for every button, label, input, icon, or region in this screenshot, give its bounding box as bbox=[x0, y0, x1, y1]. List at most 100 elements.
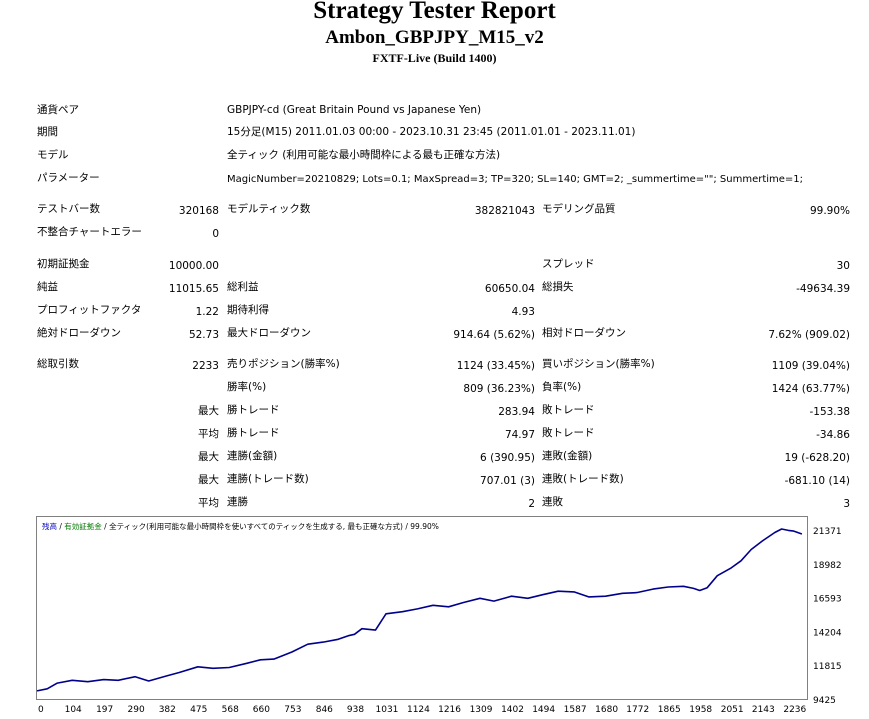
x-tick-label: 104 bbox=[65, 705, 82, 715]
max-loss-value: -153.38 bbox=[809, 406, 850, 418]
symbol-value: GBPJPY-cd (Great Britain Pound vs Japane… bbox=[227, 104, 482, 116]
consec-loss-trades-value: -681.10 (14) bbox=[784, 475, 850, 487]
abs-drawdown-value: 52.73 bbox=[188, 329, 219, 341]
gross-profit-value: 60650.04 bbox=[484, 283, 535, 295]
deposit-value: 10000.00 bbox=[168, 260, 219, 272]
consec-loss-value: 3 bbox=[843, 498, 850, 510]
x-tick-label: 475 bbox=[190, 705, 207, 715]
consec-loss-label: 連敗 bbox=[542, 496, 563, 508]
x-tick-label: 1958 bbox=[689, 705, 712, 715]
avg-loss-value: -34.86 bbox=[816, 429, 850, 441]
x-tick-label: 382 bbox=[159, 705, 176, 715]
x-tick-label: 290 bbox=[128, 705, 145, 715]
balance-line bbox=[36, 528, 803, 692]
mismatch-value: 0 bbox=[212, 228, 219, 240]
loss-rate-value: 1424 (63.77%) bbox=[771, 383, 850, 395]
avg-loss-label: 敗トレード bbox=[542, 427, 595, 439]
expected-payoff-label: 期待利得 bbox=[227, 304, 269, 316]
x-tick-label: 1494 bbox=[532, 705, 555, 715]
x-tick-label: 197 bbox=[96, 705, 113, 715]
consec-loss-money-label: 連敗(金額) bbox=[542, 450, 593, 462]
avg-win-label: 勝トレード bbox=[227, 427, 280, 439]
consec-loss-money-value: 19 (-628.20) bbox=[784, 452, 850, 464]
x-tick-label: 2051 bbox=[721, 705, 744, 715]
x-tick-label: 1216 bbox=[438, 705, 461, 715]
long-positions-label: 買いポジション(勝率%) bbox=[542, 358, 655, 370]
y-tick-label: 9425 bbox=[813, 696, 836, 706]
x-tick-label: 1031 bbox=[376, 705, 399, 715]
consec-win-value: 2 bbox=[528, 498, 535, 510]
model-label: モデル bbox=[37, 149, 69, 161]
x-tick-label: 1587 bbox=[564, 705, 587, 715]
y-tick-label: 14204 bbox=[813, 628, 842, 638]
short-positions-label: 売りポジション(勝率%) bbox=[227, 358, 340, 370]
consec-win-label: 連勝 bbox=[227, 496, 248, 508]
total-trades-value: 2233 bbox=[192, 360, 219, 372]
consec-win-trades-label: 連勝(トレード数) bbox=[227, 473, 309, 485]
x-tick-label: 1865 bbox=[658, 705, 681, 715]
consec-win-money-value: 6 (390.95) bbox=[480, 452, 535, 464]
max-word: 最大 bbox=[198, 405, 219, 417]
rel-drawdown-label: 相対ドローダウン bbox=[542, 327, 626, 339]
y-tick-label: 21371 bbox=[813, 527, 842, 537]
x-tick-label: 1124 bbox=[407, 705, 430, 715]
y-tick-label: 18982 bbox=[813, 561, 842, 571]
net-profit-value: 11015.65 bbox=[168, 283, 219, 295]
profit-factor-value: 1.22 bbox=[195, 306, 219, 318]
test-bars-label: テストバー数 bbox=[37, 203, 100, 215]
x-tick-label: 0 bbox=[38, 705, 44, 715]
server-build: FXTF-Live (Build 1400) bbox=[372, 51, 497, 65]
gross-profit-label: 総利益 bbox=[227, 281, 259, 293]
ea-name: Ambon_GBPJPY_M15_v2 bbox=[325, 27, 544, 48]
spread-label: スプレッド bbox=[542, 258, 595, 270]
model-ticks-label: モデルティック数 bbox=[227, 203, 311, 215]
gross-loss-label: 総損失 bbox=[542, 281, 574, 293]
x-tick-label: 660 bbox=[253, 705, 270, 715]
symbol-label: 通貨ペア bbox=[37, 104, 79, 116]
deposit-label: 初期証拠金 bbox=[37, 258, 90, 270]
test-bars-value: 320168 bbox=[178, 205, 219, 217]
model-value: 全ティック (利用可能な最小時間枠による最も正確な方法) bbox=[227, 149, 501, 161]
win-rate-label: 勝率(%) bbox=[227, 381, 267, 393]
parameters-value: MagicNumber=20210829; Lots=0.1; MaxSprea… bbox=[227, 174, 804, 185]
consec-loss-trades-label: 連敗(トレード数) bbox=[542, 473, 624, 485]
spread-value: 30 bbox=[836, 260, 850, 272]
x-tick-label: 1772 bbox=[626, 705, 649, 715]
caption-separator: / bbox=[57, 522, 65, 531]
period-value: 15分足(M15) 2011.01.03 00:00 - 2023.10.31 … bbox=[227, 126, 636, 138]
y-tick-label: 11815 bbox=[813, 662, 842, 672]
max-drawdown-value: 914.64 (5.62%) bbox=[453, 329, 535, 341]
profit-factor-label: プロフィットファクタ bbox=[37, 304, 142, 316]
caption-balance: 残高 bbox=[42, 522, 57, 531]
mismatch-label: 不整合チャートエラー bbox=[37, 226, 142, 238]
avg-win-value: 74.97 bbox=[504, 429, 535, 441]
short-positions-value: 1124 (33.45%) bbox=[456, 360, 535, 372]
x-tick-label: 938 bbox=[347, 705, 364, 715]
x-tick-label: 1680 bbox=[595, 705, 618, 715]
abs-drawdown-label: 絶対ドローダウン bbox=[37, 327, 121, 339]
win-rate-value: 809 (36.23%) bbox=[463, 383, 535, 395]
max-win-value: 283.94 bbox=[498, 406, 535, 418]
total-trades-label: 総取引数 bbox=[37, 358, 79, 370]
expected-payoff-value: 4.93 bbox=[511, 306, 535, 318]
x-tick-label: 568 bbox=[222, 705, 239, 715]
max-drawdown-label: 最大ドローダウン bbox=[227, 327, 311, 339]
long-positions-value: 1109 (39.04%) bbox=[771, 360, 850, 372]
x-tick-label: 753 bbox=[284, 705, 301, 715]
consec-win-trades-value: 707.01 (3) bbox=[480, 475, 535, 487]
avg-word: 平均 bbox=[198, 428, 219, 440]
x-tick-label: 2236 bbox=[783, 705, 806, 715]
y-tick-label: 16593 bbox=[813, 595, 842, 605]
net-profit-label: 純益 bbox=[37, 281, 58, 293]
gross-loss-value: -49634.39 bbox=[796, 283, 850, 295]
max-win-label: 勝トレード bbox=[227, 404, 280, 416]
rel-drawdown-value: 7.62% (909.02) bbox=[768, 329, 850, 341]
max-word: 最大 bbox=[198, 474, 219, 486]
model-quality-label: モデリング品質 bbox=[542, 203, 616, 215]
chart-caption: 残高 / 有効証拠金 / 全ティック(利用可能な最小時間枠を使いすべてのティック… bbox=[42, 521, 439, 532]
avg-word: 平均 bbox=[198, 497, 219, 509]
caption-equity: 有効証拠金 bbox=[64, 522, 102, 531]
model-ticks-value: 382821043 bbox=[474, 205, 535, 217]
max-loss-label: 敗トレード bbox=[542, 404, 595, 416]
